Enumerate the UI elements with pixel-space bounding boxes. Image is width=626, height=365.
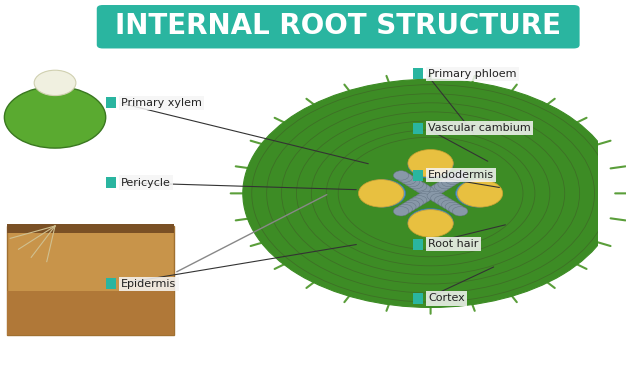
FancyBboxPatch shape — [413, 239, 423, 250]
FancyBboxPatch shape — [97, 5, 580, 49]
Circle shape — [441, 177, 457, 187]
Text: INTERNAL ROOT STRUCTURE: INTERNAL ROOT STRUCTURE — [115, 12, 561, 40]
FancyBboxPatch shape — [413, 293, 423, 304]
Circle shape — [404, 200, 419, 210]
Circle shape — [408, 151, 453, 178]
Circle shape — [431, 193, 446, 203]
Circle shape — [243, 79, 618, 307]
Text: Vascular cambium: Vascular cambium — [428, 123, 531, 133]
Circle shape — [438, 180, 453, 189]
Circle shape — [441, 200, 457, 210]
Circle shape — [401, 202, 416, 212]
FancyBboxPatch shape — [8, 224, 174, 233]
Circle shape — [408, 198, 423, 207]
Circle shape — [324, 129, 536, 258]
Circle shape — [297, 112, 565, 275]
Text: Primary phloem: Primary phloem — [428, 69, 516, 79]
Circle shape — [434, 196, 450, 205]
Circle shape — [270, 96, 592, 291]
Circle shape — [408, 210, 453, 237]
Circle shape — [415, 184, 431, 193]
Circle shape — [397, 173, 413, 182]
Circle shape — [419, 191, 434, 201]
Circle shape — [397, 204, 413, 214]
Text: Primary xylem: Primary xylem — [121, 98, 202, 108]
Circle shape — [456, 180, 501, 207]
Circle shape — [359, 180, 404, 207]
Circle shape — [401, 175, 416, 185]
Circle shape — [408, 150, 453, 177]
Circle shape — [395, 172, 466, 215]
FancyBboxPatch shape — [106, 97, 116, 108]
Text: Cortex: Cortex — [428, 293, 465, 303]
Circle shape — [445, 175, 461, 185]
FancyBboxPatch shape — [8, 226, 174, 335]
Text: Pericycle: Pericycle — [121, 177, 171, 188]
Circle shape — [347, 143, 514, 244]
Circle shape — [282, 103, 580, 284]
Circle shape — [449, 204, 464, 214]
Circle shape — [252, 85, 610, 302]
Circle shape — [411, 196, 427, 205]
FancyBboxPatch shape — [413, 68, 423, 79]
Circle shape — [427, 191, 443, 201]
Circle shape — [415, 193, 431, 203]
Circle shape — [311, 121, 550, 266]
Circle shape — [4, 87, 106, 148]
Circle shape — [449, 173, 464, 182]
Circle shape — [408, 180, 423, 189]
Circle shape — [393, 171, 409, 180]
Circle shape — [438, 198, 453, 207]
Circle shape — [34, 70, 76, 96]
Circle shape — [434, 182, 450, 191]
Text: Root hair: Root hair — [428, 239, 479, 249]
Circle shape — [419, 186, 434, 196]
Circle shape — [393, 207, 409, 216]
FancyBboxPatch shape — [413, 170, 423, 181]
Circle shape — [408, 208, 453, 236]
Circle shape — [360, 151, 501, 236]
FancyBboxPatch shape — [8, 291, 174, 335]
Circle shape — [360, 180, 406, 207]
Circle shape — [458, 180, 503, 207]
Circle shape — [453, 171, 468, 180]
FancyBboxPatch shape — [413, 123, 423, 134]
Text: Epidermis: Epidermis — [121, 279, 177, 289]
Circle shape — [411, 182, 427, 191]
FancyBboxPatch shape — [106, 177, 116, 188]
Circle shape — [445, 202, 461, 212]
Circle shape — [431, 184, 446, 193]
Circle shape — [335, 135, 526, 251]
Text: Endodermis: Endodermis — [428, 170, 495, 180]
FancyBboxPatch shape — [106, 278, 116, 289]
Circle shape — [427, 186, 443, 196]
Circle shape — [404, 177, 419, 187]
Circle shape — [453, 207, 468, 216]
